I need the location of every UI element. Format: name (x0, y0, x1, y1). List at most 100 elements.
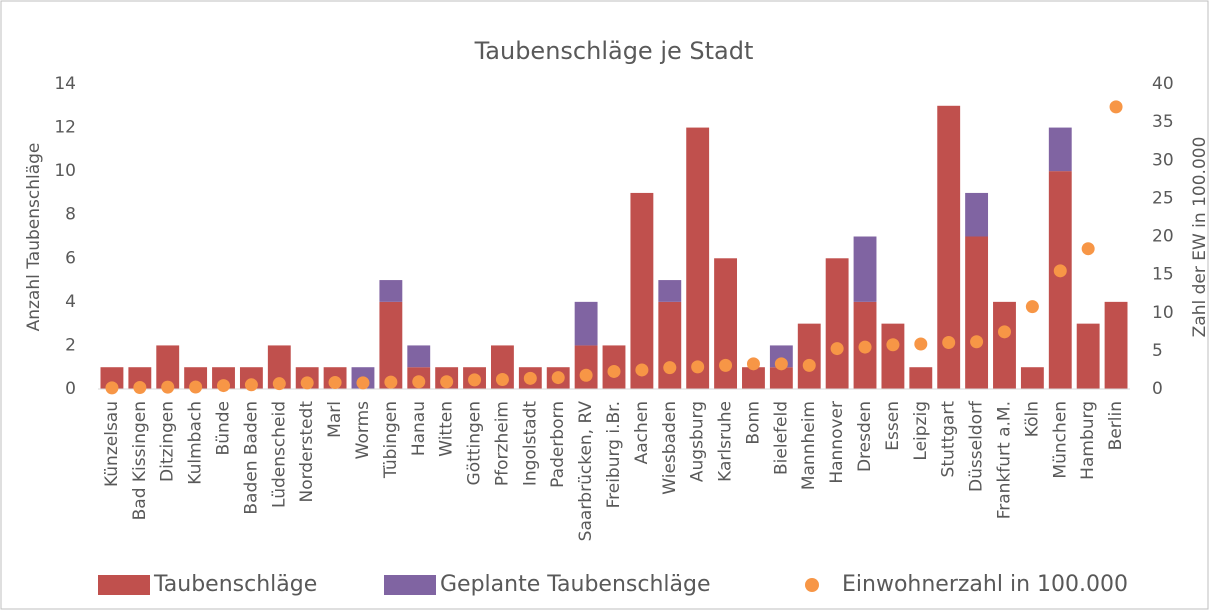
y2-tick-label: 15 (1152, 265, 1174, 285)
scatter-point (663, 361, 677, 375)
legend-label: Einwohnerzahl in 100.000 (842, 572, 1128, 597)
x-tick-label: Ingolstadt (520, 401, 540, 486)
x-tick-label: Frankfurt a.M. (994, 401, 1014, 519)
y2-tick-label: 35 (1152, 112, 1174, 132)
scatter-point (886, 338, 900, 352)
x-tick-label: Tübingen (381, 401, 401, 479)
scatter-point (746, 357, 760, 371)
scatter-point (830, 342, 844, 356)
scatter-point (607, 364, 621, 378)
x-tick-label: Wiesbaden (660, 401, 680, 495)
bar-segment (714, 258, 738, 389)
bar-segment (128, 367, 152, 389)
scatter-point (970, 335, 984, 349)
x-tick-label: Augsburg (688, 401, 708, 482)
legend-swatch (384, 575, 436, 595)
x-tick-label: Witten (437, 401, 457, 457)
scatter-point (244, 378, 258, 392)
x-tick-label: Künzelsau (102, 401, 122, 487)
x-tick-label: Norderstedt (297, 401, 317, 503)
y2-tick-label: 30 (1152, 150, 1174, 170)
scatter-point (440, 375, 454, 389)
bar-segment (853, 236, 877, 302)
x-tick-label: Aachen (632, 401, 652, 464)
y-tick-label: 14 (54, 74, 76, 94)
x-tick-label: Stuttgart (939, 401, 959, 478)
bar-segment (1048, 127, 1072, 172)
y2-axis-label: Zahl der EW in 100.000 (1190, 137, 1209, 338)
x-tick-label: Worms (353, 401, 373, 459)
x-tick-label: Göttingen (465, 401, 485, 485)
x-tick-label: Baden Baden (241, 401, 261, 515)
bar-segment (769, 367, 793, 389)
bar-segment (574, 301, 598, 346)
bar-segment (881, 323, 905, 389)
x-tick-label: Marl (325, 401, 345, 438)
legend-label: Taubenschläge (153, 572, 317, 597)
bar-segment (909, 367, 933, 389)
legend-marker (805, 578, 819, 592)
y2-tick-label: 0 (1152, 379, 1163, 399)
scatter-point (1081, 242, 1095, 256)
bar-segment (379, 280, 403, 302)
y-tick-label: 12 (54, 118, 76, 138)
x-tick-label: Hannover (827, 401, 847, 484)
bar-segment (658, 280, 682, 302)
x-tick-label: Leipzig (911, 401, 931, 461)
bar-segment (184, 367, 208, 389)
x-tick-label: Bielefeld (771, 401, 791, 475)
bar-segment (1020, 367, 1044, 389)
bar-segment (630, 192, 654, 389)
x-tick-label: Pforzheim (492, 401, 512, 486)
bar-segment (156, 345, 180, 389)
x-tick-label: Berlin (1106, 401, 1126, 450)
bar-segment (965, 236, 989, 389)
x-tick-label: Hamburg (1078, 401, 1098, 480)
y-tick-label: 6 (65, 248, 76, 268)
y2-tick-label: 10 (1152, 303, 1174, 323)
scatter-point (161, 380, 175, 394)
y-tick-label: 8 (65, 205, 76, 225)
scatter-point (1025, 300, 1039, 314)
bar-segment (993, 301, 1016, 389)
y-tick-label: 2 (65, 335, 76, 355)
scatter-point (1053, 264, 1067, 278)
scatter-point (412, 375, 426, 389)
bar-segment (686, 127, 710, 390)
y2-tick-label: 5 (1152, 341, 1163, 361)
scatter-point (495, 372, 509, 386)
x-tick-label: Karlsruhe (716, 401, 736, 482)
scatter-point (997, 325, 1011, 339)
x-tick-label: Saarbrücken, RV (576, 401, 596, 542)
scatter-point (942, 335, 956, 349)
scatter-point (105, 381, 119, 395)
scatter-point (691, 360, 705, 374)
chart-title: Taubenschläge je Stadt (474, 37, 754, 65)
bar-segment (100, 367, 124, 389)
x-tick-label: Lüdenscheid (269, 401, 289, 508)
bar-segment (658, 301, 682, 389)
scatter-point (272, 377, 286, 391)
bar-segment (797, 323, 821, 389)
bar-segment (965, 192, 989, 237)
y2-tick-label: 20 (1152, 227, 1174, 247)
scatter-point (719, 358, 733, 372)
scatter-point (858, 340, 872, 354)
x-tick-label: München (1050, 401, 1070, 479)
scatter-point (300, 376, 314, 390)
scatter-point (523, 371, 537, 385)
scatter-point (551, 371, 565, 385)
x-tick-label: Kulmbach (186, 401, 206, 485)
legend-label: Geplante Taubenschläge (440, 572, 711, 597)
scatter-point (217, 379, 231, 393)
x-tick-label: Bünde (214, 401, 234, 455)
scatter-point (189, 380, 203, 394)
bar-segment (407, 345, 431, 368)
y-tick-label: 4 (65, 292, 76, 312)
x-tick-label: Ditzingen (158, 401, 178, 482)
y2-tick-label: 40 (1152, 74, 1174, 94)
scatter-point (356, 376, 370, 390)
x-tick-label: Düsseldorf (967, 400, 987, 492)
bar-segment (937, 105, 961, 390)
